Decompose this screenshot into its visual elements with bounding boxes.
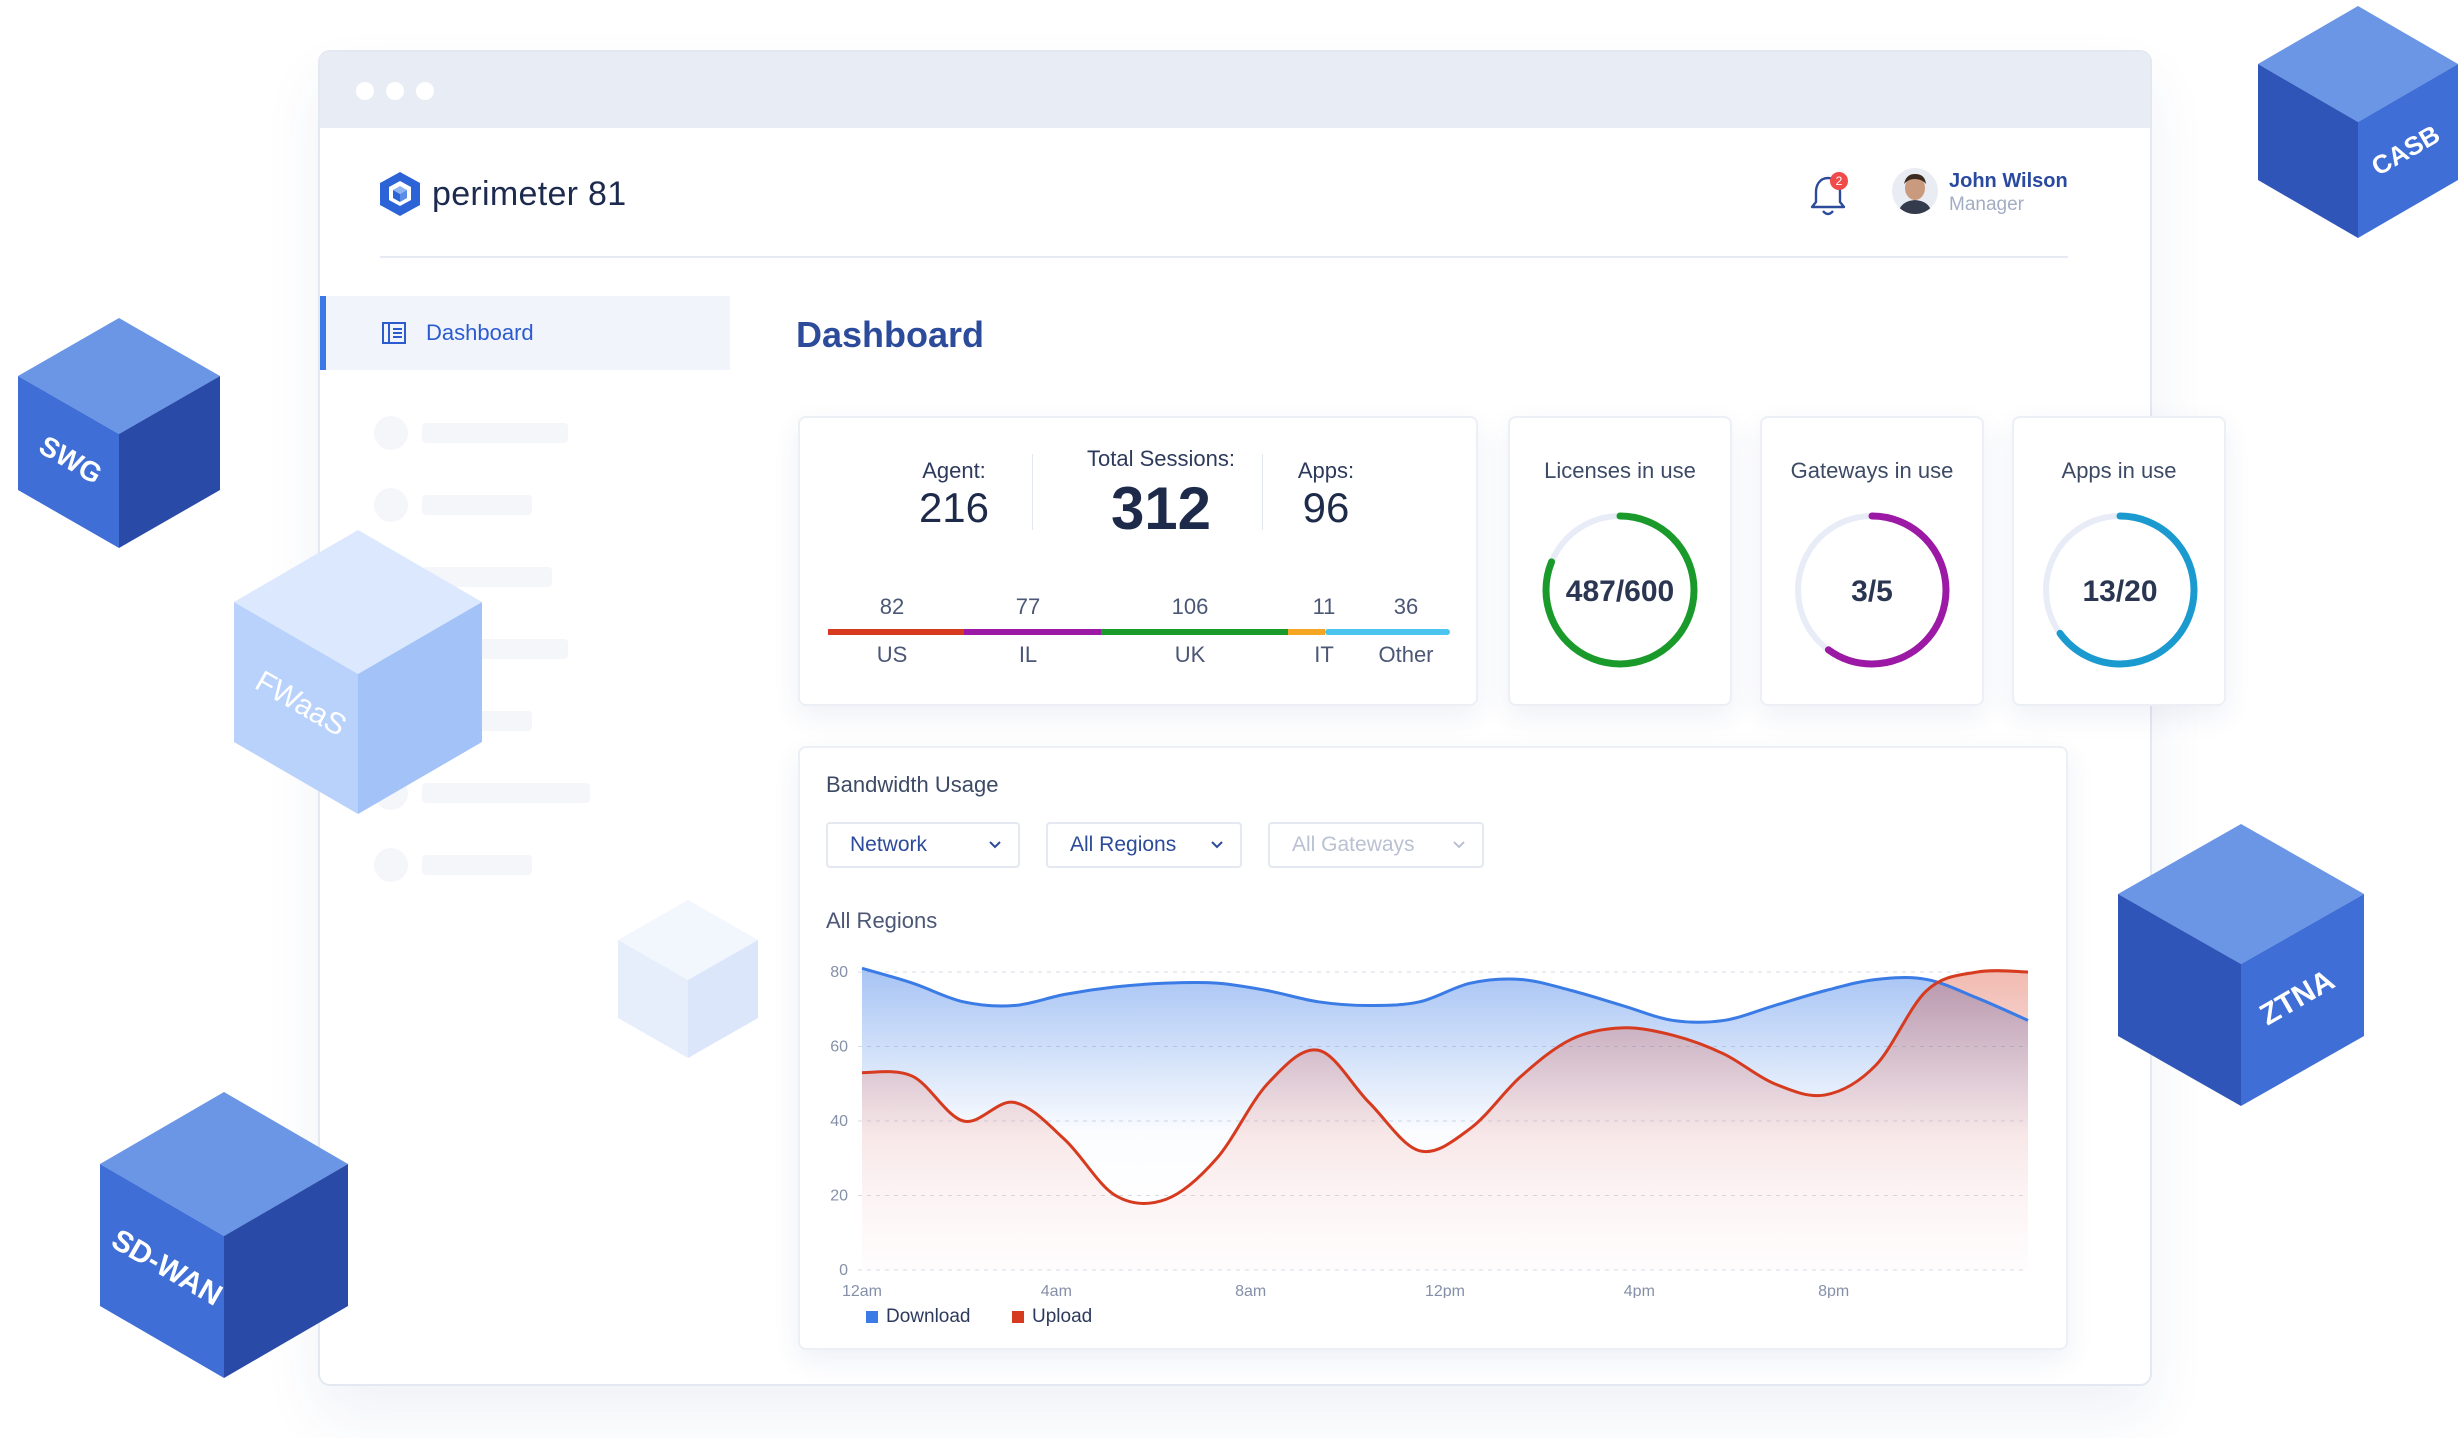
sidebar-placeholder-item <box>374 488 532 522</box>
region-name-uk: UK <box>1174 642 1206 667</box>
region-segment-us <box>828 629 964 635</box>
region-count-other: 36 <box>1393 594 1419 619</box>
gauge-value: 3/5 <box>1851 575 1893 608</box>
fwaas-cube: FWaaS <box>234 530 482 819</box>
sdwan-cube: SD-WAN <box>100 1092 348 1383</box>
legend-label: Upload <box>1032 1306 1093 1327</box>
legend-download: Download <box>866 1306 971 1328</box>
ztna-cube: ZTNA <box>2118 824 2364 1111</box>
apps-gauge-card: Apps in use 13/20 <box>2012 416 2226 706</box>
decorative-cube-small <box>618 900 758 1063</box>
agent-value: 216 <box>918 484 990 531</box>
gauge-title: Gateways in use <box>1790 458 1954 483</box>
window-titlebar <box>320 52 2150 128</box>
avatar[interactable] <box>1892 168 1938 214</box>
x-tick-label: 8am <box>1235 1283 1266 1298</box>
user-role: Manager <box>1949 194 2024 215</box>
select-value: Network <box>850 833 928 856</box>
select-value: All Gateways <box>1292 833 1415 856</box>
chevron-down-icon <box>1211 841 1223 849</box>
apps-gauge: 13/20 <box>2042 512 2198 668</box>
bandwidth-chart: 80 60 40 20 0 12am 4am 8am 12pm 4pm 8pm <box>830 964 2029 1298</box>
user-name: John Wilson <box>1949 170 2068 192</box>
window-dot <box>386 82 404 100</box>
region-segment-uk <box>1101 629 1288 635</box>
bandwidth-card: Bandwidth Usage Network All Regions All … <box>798 746 2068 1350</box>
window-dot <box>356 82 374 100</box>
perimeter81-logo-icon <box>380 172 420 216</box>
gateways-gauge-card: Gateways in use 3/5 <box>1760 416 1984 706</box>
bandwidth-title: Bandwidth Usage <box>826 772 999 797</box>
total-sessions-value: 312 <box>1110 475 1212 542</box>
region-name-us: US <box>876 642 908 667</box>
chevron-down-icon <box>989 841 1001 849</box>
summary-card: Agent: 216 Total Sessions: 312 Apps: 96 … <box>798 416 1478 706</box>
gauge-value: 487/600 <box>1566 575 1674 608</box>
stat-divider <box>1032 454 1033 530</box>
region-name-it: IT <box>1314 642 1334 667</box>
region-count-uk: 106 <box>1171 594 1209 619</box>
y-tick-label: 20 <box>830 1188 848 1205</box>
x-tick-label: 12pm <box>1425 1283 1465 1298</box>
dashboard-icon <box>382 322 406 344</box>
total-sessions-label: Total Sessions: <box>1087 446 1235 471</box>
window-dot <box>416 82 434 100</box>
network-select[interactable]: Network <box>826 822 1020 868</box>
swg-cube: SWG <box>18 318 220 553</box>
region-distribution-bar <box>828 629 1450 635</box>
licenses-gauge: 487/600 <box>1542 512 1698 668</box>
agent-label: Agent: <box>922 458 986 483</box>
legend-upload: Upload <box>1012 1306 1092 1328</box>
series-line-upload <box>861 969 2029 1205</box>
select-value: All Regions <box>1070 833 1177 856</box>
brand-name: perimeter 81 <box>432 174 627 213</box>
sidebar-item-label: Dashboard <box>426 320 534 345</box>
series-line-download <box>861 966 2029 1024</box>
chevron-down-icon <box>1453 841 1465 849</box>
x-tick-label: 12am <box>842 1283 882 1298</box>
region-segment-it <box>1288 629 1325 635</box>
page-title: Dashboard <box>796 314 985 355</box>
series-area-upload <box>862 970 2028 1270</box>
sidebar-placeholder-item <box>374 416 568 450</box>
region-segment-il <box>964 629 1101 635</box>
app-window: perimeter 81 2 John Wilson Manager Dashb… <box>318 50 2226 1386</box>
region-name-il: IL <box>1018 642 1038 667</box>
y-tick-label: 80 <box>830 964 848 981</box>
gauge-title: Apps in use <box>2061 458 2177 483</box>
region-count-it: 11 <box>1312 594 1336 619</box>
notification-badge: 2 <box>1830 172 1848 190</box>
y-tick-label: 40 <box>830 1113 848 1130</box>
y-tick-label: 60 <box>830 1039 848 1056</box>
y-tick-label: 0 <box>839 1262 848 1279</box>
region-segment-other <box>1325 629 1450 635</box>
x-tick-label: 4pm <box>1624 1283 1655 1298</box>
stat-divider <box>1262 454 1263 530</box>
region-name-other: Other <box>1378 642 1434 667</box>
region-count-il: 77 <box>1015 594 1041 619</box>
gauge-title: Licenses in use <box>1544 458 1696 483</box>
legend-swatch <box>1012 1311 1024 1323</box>
header-divider <box>380 256 2068 258</box>
licenses-gauge-card: Licenses in use 487/600 <box>1508 416 1732 706</box>
bandwidth-subtitle: All Regions <box>826 908 938 933</box>
regions-select[interactable]: All Regions <box>1046 822 1242 868</box>
sidebar-placeholder-item <box>374 848 532 882</box>
casb-cube: CASB <box>2258 6 2458 243</box>
apps-value: 96 <box>1302 484 1350 531</box>
x-tick-label: 8pm <box>1818 1283 1849 1298</box>
apps-label: Apps: <box>1297 458 1355 483</box>
legend-label: Download <box>886 1306 971 1327</box>
gauge-value: 13/20 <box>2082 575 2157 608</box>
x-tick-label: 4am <box>1041 1283 1072 1298</box>
region-count-us: 82 <box>879 594 905 619</box>
gateways-gauge: 3/5 <box>1794 512 1950 668</box>
legend-swatch <box>866 1311 878 1323</box>
brand-logo[interactable]: perimeter 81 <box>380 172 626 216</box>
sidebar-item-dashboard[interactable]: Dashboard <box>320 296 730 370</box>
gateways-select[interactable]: All Gateways <box>1268 822 1484 868</box>
